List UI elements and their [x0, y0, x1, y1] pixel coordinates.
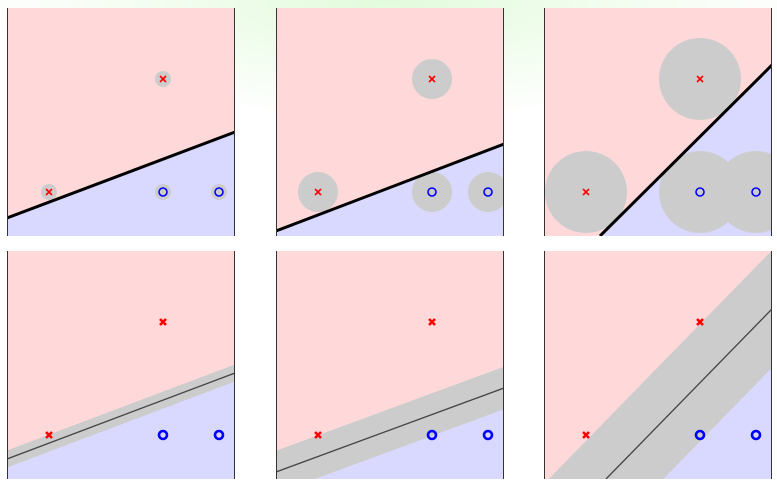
circle-marker — [695, 187, 705, 197]
circle-marker — [158, 187, 168, 197]
cross-marker — [428, 75, 436, 83]
cross-marker — [582, 431, 590, 439]
decision-boundary — [598, 63, 772, 236]
margin-band — [548, 251, 772, 479]
circle-marker — [751, 187, 761, 197]
circle-marker — [426, 429, 438, 441]
panel-3 — [544, 8, 772, 236]
panel-2 — [276, 8, 504, 236]
circle-marker — [214, 187, 224, 197]
cross-marker — [582, 188, 590, 196]
panel-1 — [7, 8, 235, 236]
negative-region — [7, 132, 235, 236]
panel-6 — [544, 251, 772, 479]
cross-marker — [696, 75, 704, 83]
point-margin-disk — [211, 184, 227, 200]
point-margin-disk — [468, 172, 504, 212]
point-margin-disk — [155, 184, 171, 200]
cross-marker — [45, 188, 53, 196]
point-margin-disk — [412, 172, 452, 212]
cross-marker — [696, 318, 704, 326]
circle-marker — [694, 429, 706, 441]
decision-boundary — [7, 130, 235, 220]
circle-marker — [482, 429, 494, 441]
decision-boundary — [276, 387, 504, 473]
decision-boundary — [605, 308, 772, 479]
cross-marker — [428, 318, 436, 326]
circle-marker — [483, 187, 493, 197]
panel-4 — [7, 251, 235, 479]
cross-marker — [314, 188, 322, 196]
panel-5 — [276, 251, 504, 479]
circle-marker — [427, 187, 437, 197]
cross-marker — [159, 75, 167, 83]
cross-marker — [159, 318, 167, 326]
cross-marker — [314, 431, 322, 439]
decision-boundary — [7, 372, 235, 460]
decision-boundary — [276, 142, 504, 233]
circle-marker — [750, 429, 762, 441]
point-margin-disk — [715, 151, 772, 233]
circle-marker — [157, 429, 169, 441]
circle-marker — [213, 429, 225, 441]
cross-marker — [45, 431, 53, 439]
